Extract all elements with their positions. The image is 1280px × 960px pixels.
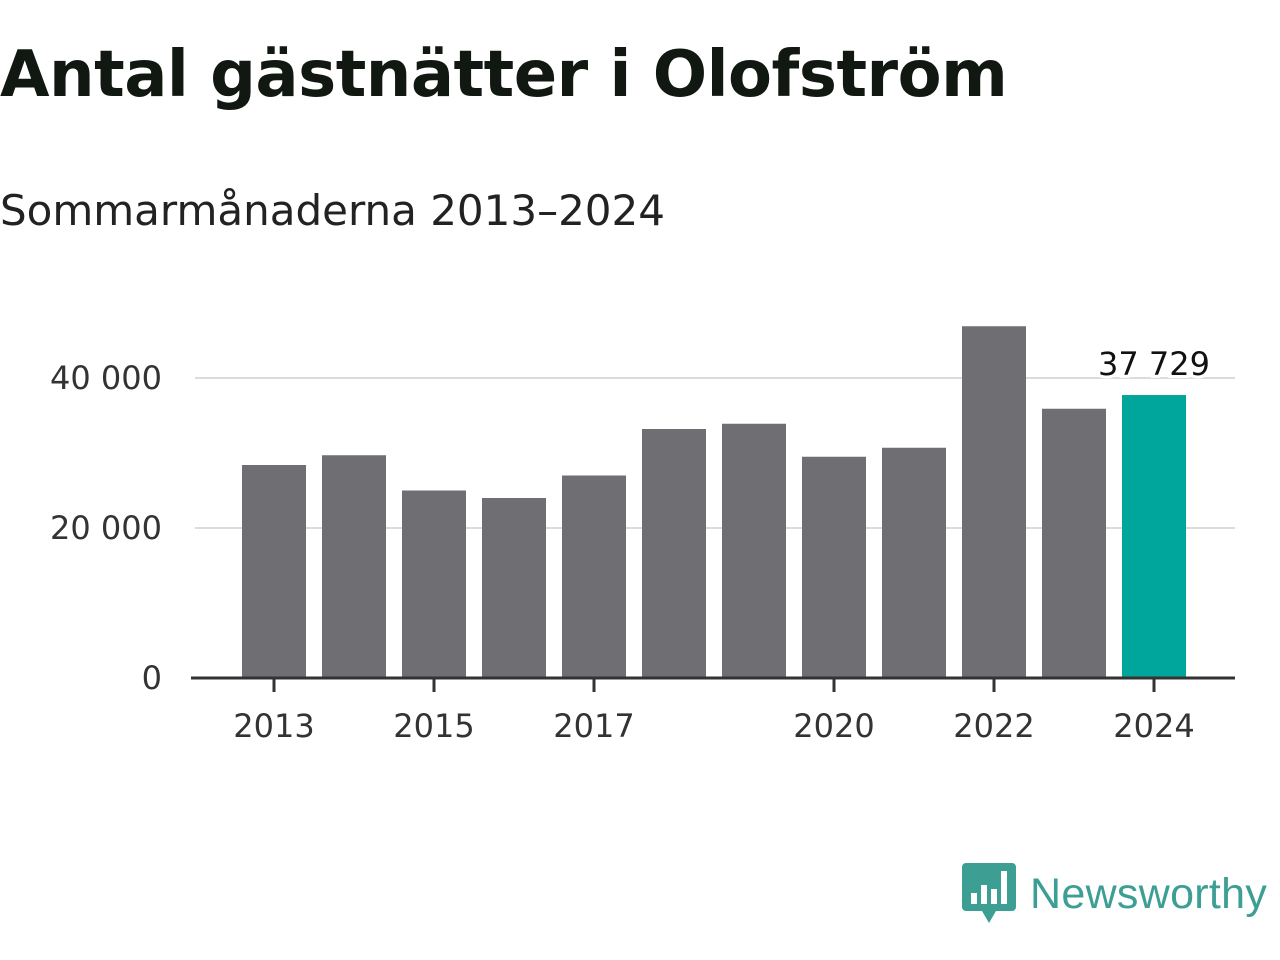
x-tick-label: 2015 — [393, 707, 474, 745]
y-tick-label: 0 — [142, 659, 162, 697]
bar-2019 — [722, 423, 786, 678]
x-tick-label: 2013 — [233, 707, 314, 745]
x-tick-label: 2024 — [1113, 707, 1194, 745]
bar-2021 — [882, 447, 946, 678]
y-axis-labels: 0 20 000 40 000 — [50, 359, 162, 697]
chart-subtitle: Sommarmånaderna 2013–2024 — [0, 186, 665, 235]
bar-2014 — [322, 455, 386, 678]
bars — [242, 326, 1186, 678]
y-tick-label: 20 000 — [50, 509, 162, 547]
brand-logo: Newsworthy — [962, 862, 1267, 926]
bar-2020 — [802, 456, 866, 678]
x-tick-label: 2017 — [553, 707, 634, 745]
newsworthy-logo-icon — [962, 863, 1016, 923]
bar-2022 — [962, 326, 1026, 678]
bar-2023 — [1042, 408, 1106, 678]
x-tick-label: 2020 — [793, 707, 874, 745]
annotations: 37 729 — [1095, 342, 1213, 386]
x-axis — [191, 676, 1235, 692]
bar-2016 — [482, 498, 546, 678]
bar-2015 — [402, 490, 466, 678]
bar-2024 — [1122, 395, 1186, 678]
brand-name: Newsworthy — [1030, 869, 1268, 918]
bar-2018 — [642, 429, 706, 678]
chart-title: Antal gästnätter i Olofström — [0, 38, 1008, 112]
x-tick-label: 2022 — [953, 707, 1034, 745]
bar-2017 — [562, 475, 626, 678]
y-tick-label: 40 000 — [50, 359, 162, 397]
x-axis-labels: 2013 2015 2017 2020 2022 2024 — [233, 707, 1194, 745]
highlight-data-label: 37 729 — [1098, 345, 1210, 383]
bar-2013 — [242, 465, 306, 678]
